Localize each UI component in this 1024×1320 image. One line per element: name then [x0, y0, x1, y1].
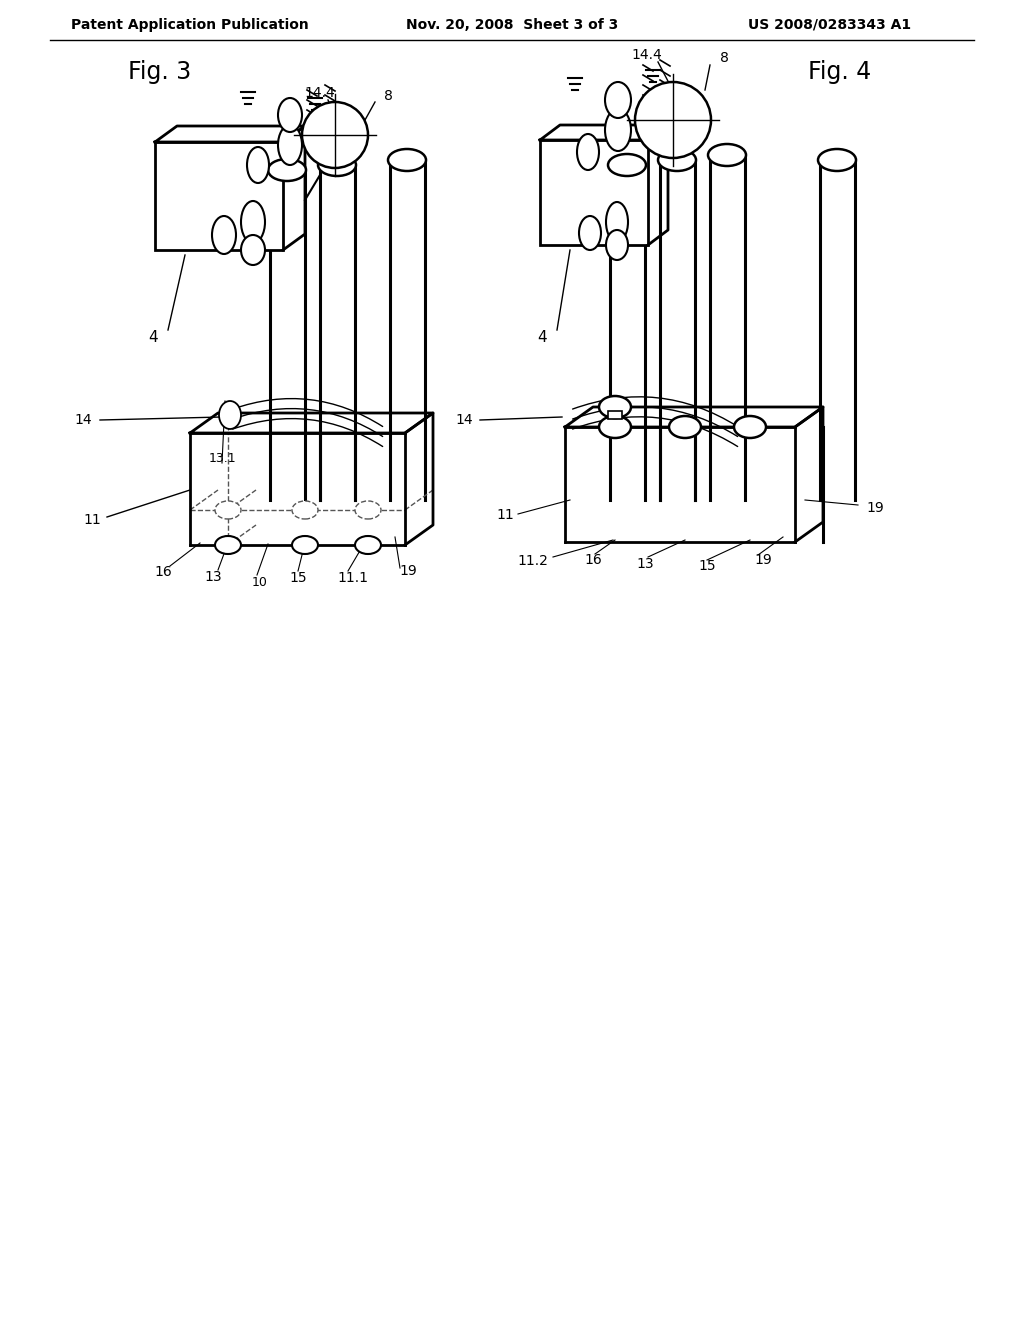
- Text: 19: 19: [399, 564, 417, 578]
- Ellipse shape: [241, 235, 265, 265]
- Ellipse shape: [708, 144, 746, 166]
- Ellipse shape: [605, 82, 631, 117]
- Ellipse shape: [608, 154, 646, 176]
- Text: 14: 14: [74, 413, 92, 426]
- Text: Fig. 4: Fig. 4: [808, 59, 871, 84]
- Text: Fig. 3: Fig. 3: [128, 59, 191, 84]
- Text: 14.4: 14.4: [304, 86, 336, 100]
- Ellipse shape: [605, 110, 631, 150]
- Ellipse shape: [278, 98, 302, 132]
- Ellipse shape: [388, 149, 426, 172]
- Ellipse shape: [247, 147, 269, 183]
- Ellipse shape: [215, 536, 241, 554]
- Text: 4: 4: [538, 330, 547, 346]
- Ellipse shape: [215, 502, 241, 519]
- Text: 16: 16: [155, 565, 172, 579]
- Ellipse shape: [278, 125, 302, 165]
- Ellipse shape: [599, 416, 631, 438]
- Text: 11.1: 11.1: [338, 572, 369, 585]
- Text: 13: 13: [204, 570, 222, 583]
- Ellipse shape: [669, 416, 701, 438]
- Ellipse shape: [355, 536, 381, 554]
- Ellipse shape: [292, 536, 318, 554]
- Text: 15: 15: [698, 558, 716, 573]
- Ellipse shape: [599, 396, 631, 418]
- Text: 19: 19: [866, 502, 884, 515]
- Text: 8: 8: [720, 51, 728, 65]
- Bar: [155, 143, 283, 249]
- Text: 8: 8: [384, 88, 392, 103]
- Text: Patent Application Publication: Patent Application Publication: [71, 18, 309, 32]
- Bar: [608, 411, 622, 418]
- Bar: [540, 140, 648, 246]
- Ellipse shape: [212, 216, 236, 253]
- Text: 11: 11: [83, 513, 101, 527]
- Text: 13.1: 13.1: [208, 451, 236, 465]
- Text: 14: 14: [456, 413, 473, 426]
- Ellipse shape: [219, 401, 241, 429]
- Text: 19: 19: [754, 553, 772, 568]
- Ellipse shape: [635, 82, 711, 158]
- Text: 13: 13: [636, 557, 653, 572]
- Ellipse shape: [606, 230, 628, 260]
- Text: 15: 15: [289, 572, 307, 585]
- Ellipse shape: [292, 502, 318, 519]
- Ellipse shape: [268, 158, 306, 181]
- Text: 11: 11: [496, 508, 514, 521]
- Ellipse shape: [302, 102, 368, 168]
- Ellipse shape: [658, 149, 696, 172]
- Ellipse shape: [606, 202, 628, 242]
- Text: US 2008/0283343 A1: US 2008/0283343 A1: [749, 18, 911, 32]
- Text: 11.2: 11.2: [517, 554, 549, 568]
- Text: Nov. 20, 2008  Sheet 3 of 3: Nov. 20, 2008 Sheet 3 of 3: [406, 18, 618, 32]
- Ellipse shape: [318, 154, 356, 176]
- Text: 4: 4: [148, 330, 158, 345]
- Ellipse shape: [241, 201, 265, 243]
- Ellipse shape: [734, 416, 766, 438]
- Text: 10: 10: [252, 576, 268, 589]
- Ellipse shape: [579, 216, 601, 249]
- Ellipse shape: [355, 502, 381, 519]
- Text: 16: 16: [584, 553, 602, 568]
- Text: 14.4: 14.4: [632, 48, 663, 62]
- Ellipse shape: [577, 135, 599, 170]
- Ellipse shape: [818, 149, 856, 172]
